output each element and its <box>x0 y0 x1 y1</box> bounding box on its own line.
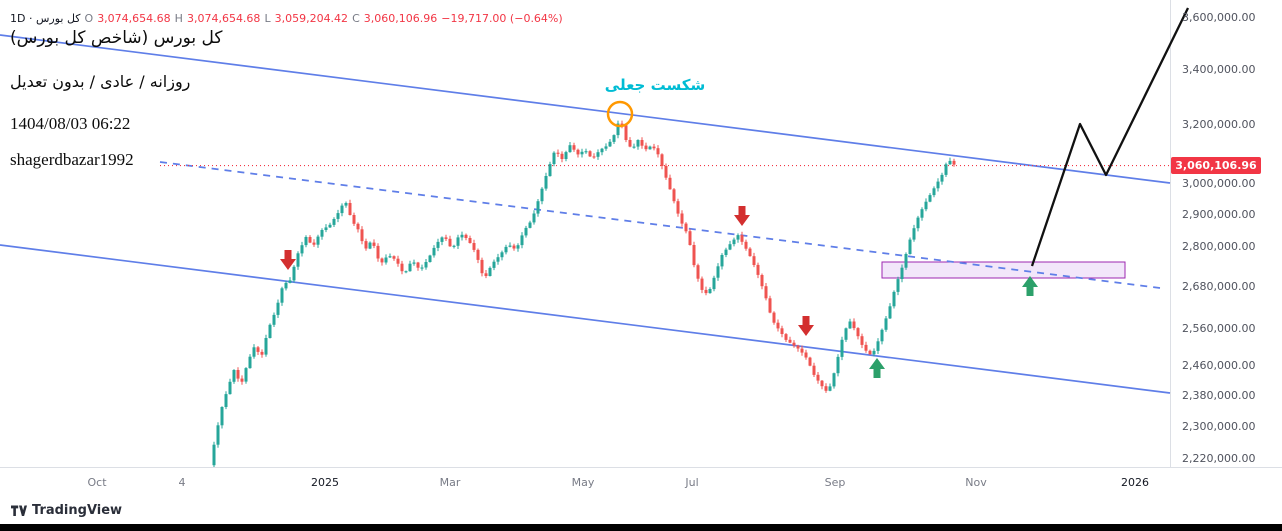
time-axis-label: Jul <box>685 476 699 489</box>
candlestick-series <box>212 120 956 468</box>
up-arrow-marker[interactable] <box>1022 276 1038 296</box>
projection-line[interactable] <box>1030 7 1190 267</box>
fake-breakout-circle[interactable] <box>606 100 634 128</box>
price-axis[interactable] <box>1170 0 1282 524</box>
price-axis-label: 2,380,000.00 <box>1182 388 1256 402</box>
trendline-1[interactable] <box>0 34 1171 184</box>
price-axis-label: 2,300,000.00 <box>1182 420 1256 434</box>
price-axis-label: 3,600,000.00 <box>1182 10 1256 24</box>
price-axis-labels: 3,060,106.96 3,600,000.00 3,400,000.00 3,2… <box>1170 0 1282 467</box>
price-axis-label: 2,800,000.00 <box>1182 240 1256 254</box>
price-axis-label: 2,680,000.00 <box>1182 280 1256 294</box>
down-arrow-marker[interactable] <box>734 206 750 226</box>
down-arrow-marker[interactable] <box>280 250 296 270</box>
price-axis-label: 3,400,000.00 <box>1182 62 1256 76</box>
time-axis-label: Nov <box>965 476 987 489</box>
tradingview-attribution-text: TradingView <box>32 503 123 518</box>
price-axis-label: 2,560,000.00 <box>1182 322 1256 336</box>
time-axis[interactable]: Oct 4 2025 Mar May Jul Sep Nov 2026 <box>0 467 1282 525</box>
time-axis-label: Mar <box>439 476 461 489</box>
down-arrow-marker[interactable] <box>798 316 814 336</box>
time-axis-label: May <box>571 476 595 489</box>
time-axis-label: 4 <box>178 476 186 489</box>
price-axis-label: 3,200,000.00 <box>1182 118 1256 132</box>
tradingview-logo-icon <box>11 505 27 516</box>
up-arrow-marker[interactable] <box>869 358 885 378</box>
price-axis-label: 3,000,000.00 <box>1182 177 1256 191</box>
support-zone-box[interactable] <box>881 261 1126 279</box>
time-axis-label: 2026 <box>1121 476 1149 489</box>
trendline-3[interactable] <box>0 244 1171 394</box>
last-price-tag: 3,060,106.96 <box>1171 157 1261 175</box>
bottom-bar <box>0 524 1282 531</box>
time-axis-label: Sep <box>824 476 846 489</box>
price-axis-label: 2,220,000.00 <box>1182 452 1256 466</box>
time-axis-label: 2025 <box>311 476 339 489</box>
tradingview-attribution[interactable]: TradingView <box>10 502 122 519</box>
price-axis-label: 2,460,000.00 <box>1182 358 1256 372</box>
fake-breakout-annotation[interactable]: شکست جعلی <box>604 76 706 94</box>
time-axis-label: Oct <box>87 476 107 489</box>
price-axis-label: 2,900,000.00 <box>1182 208 1256 222</box>
